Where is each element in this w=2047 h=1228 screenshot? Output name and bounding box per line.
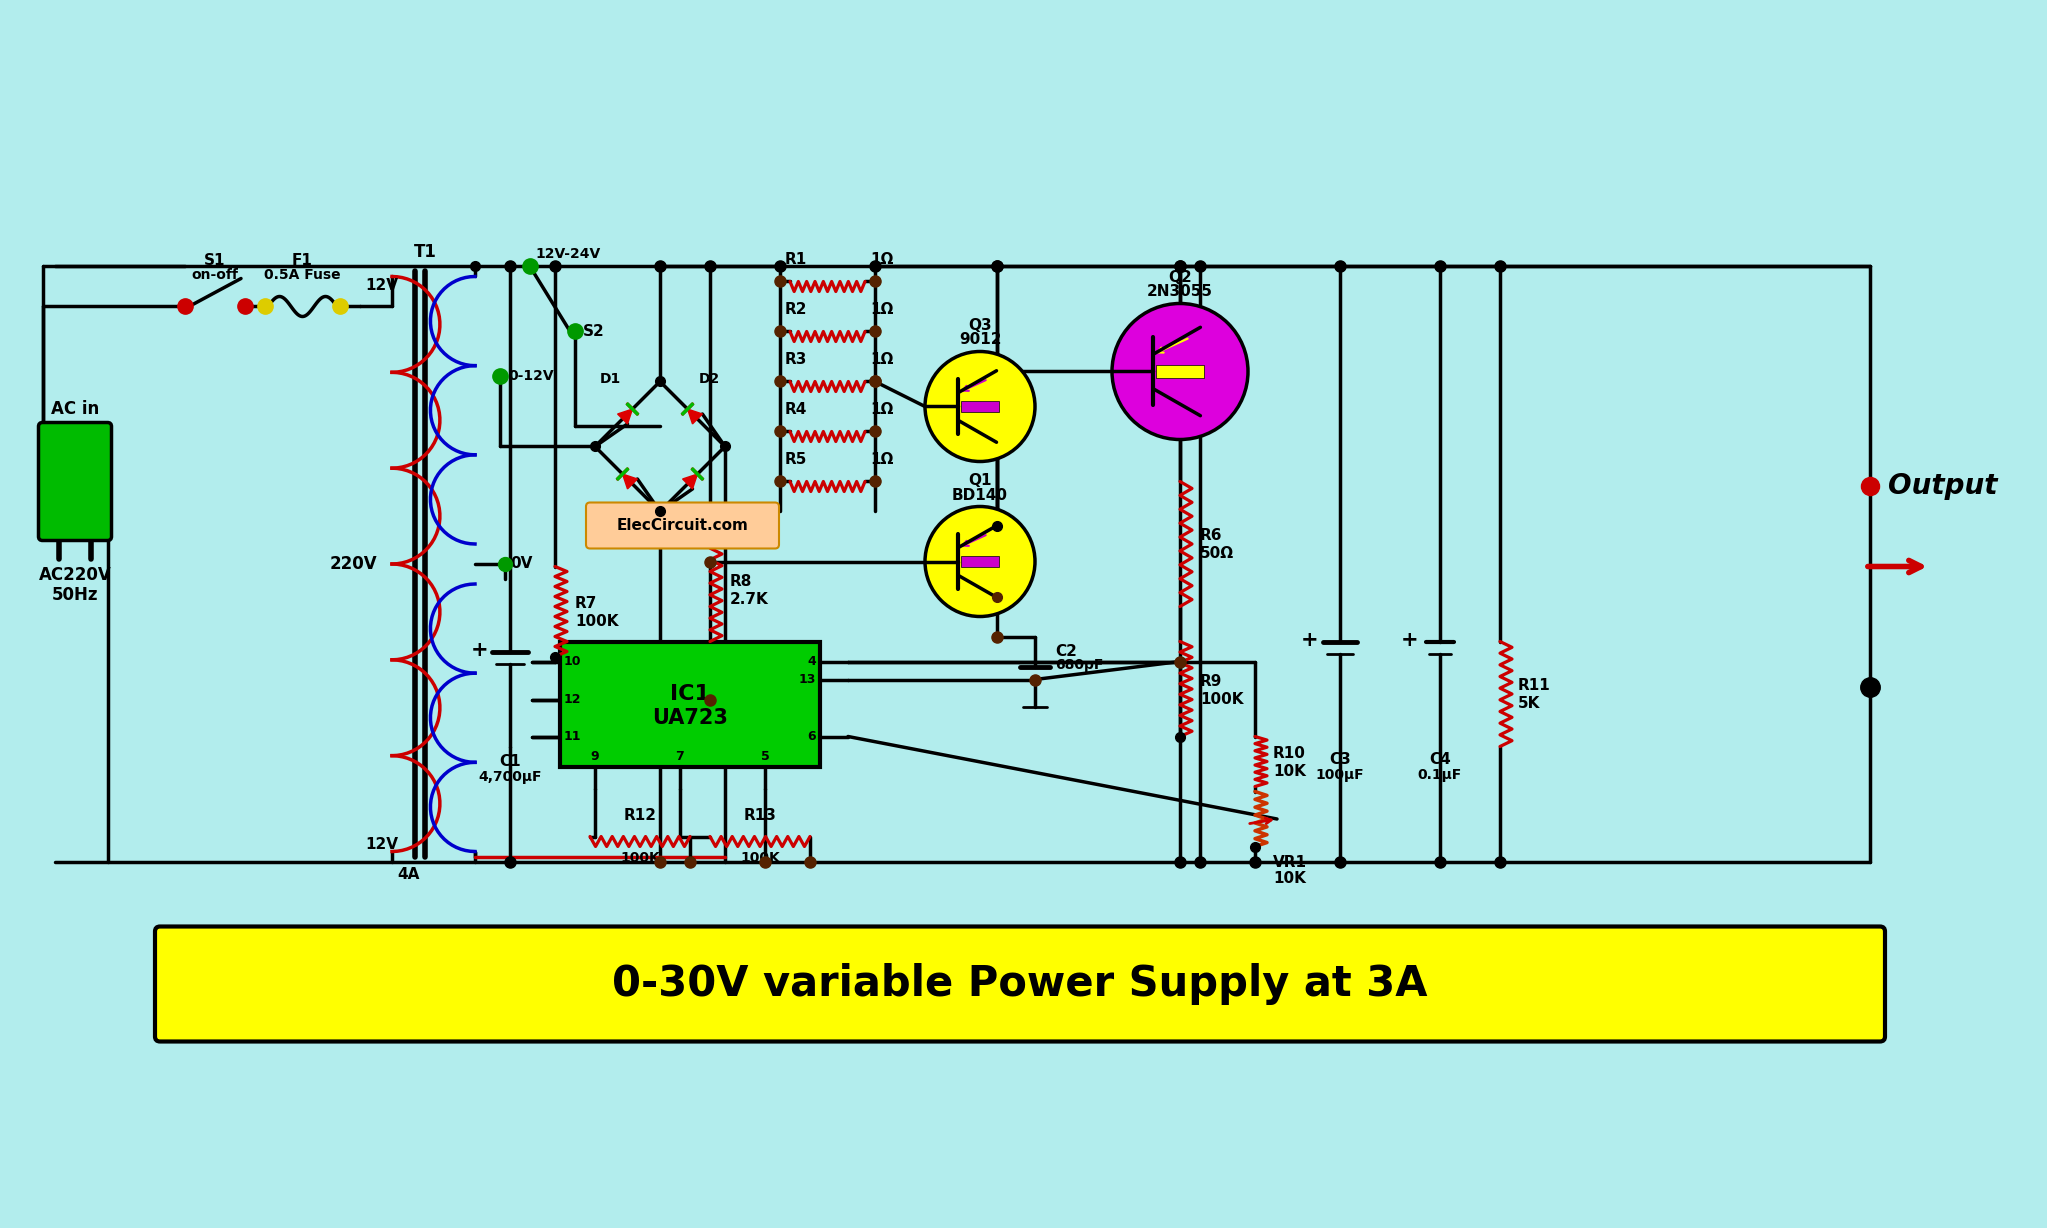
Text: 5K: 5K bbox=[1519, 696, 1541, 711]
Text: 100μF: 100μF bbox=[1316, 768, 1363, 781]
Text: UA723: UA723 bbox=[653, 709, 729, 728]
Text: BD140: BD140 bbox=[952, 488, 1007, 502]
Text: 100K: 100K bbox=[741, 851, 780, 865]
Text: 100K: 100K bbox=[575, 614, 618, 629]
Text: 0.5A Fuse: 0.5A Fuse bbox=[264, 269, 340, 282]
Text: R7: R7 bbox=[575, 596, 598, 612]
Text: 7: 7 bbox=[676, 749, 684, 763]
Circle shape bbox=[1112, 303, 1249, 440]
Polygon shape bbox=[622, 474, 637, 489]
Text: 12V: 12V bbox=[364, 836, 397, 851]
Text: R8: R8 bbox=[731, 573, 753, 588]
Text: ElecCircuit.com: ElecCircuit.com bbox=[616, 518, 749, 533]
Text: C3: C3 bbox=[1329, 752, 1351, 766]
Text: 1Ω: 1Ω bbox=[870, 352, 892, 367]
Text: 6: 6 bbox=[807, 729, 817, 743]
Text: R11: R11 bbox=[1519, 679, 1552, 694]
Text: 100K: 100K bbox=[620, 851, 659, 865]
Text: 1Ω: 1Ω bbox=[870, 302, 892, 318]
Text: 10K: 10K bbox=[1273, 871, 1306, 885]
Bar bbox=[960, 556, 999, 567]
Text: R12: R12 bbox=[624, 808, 657, 823]
Text: C4: C4 bbox=[1429, 752, 1451, 766]
Text: 11: 11 bbox=[565, 729, 581, 743]
Text: 680pF: 680pF bbox=[1054, 658, 1103, 673]
Text: 100K: 100K bbox=[1200, 691, 1243, 706]
Text: D2: D2 bbox=[698, 372, 721, 387]
Text: S1: S1 bbox=[205, 253, 225, 269]
Text: 5: 5 bbox=[761, 749, 770, 763]
Text: 50Hz: 50Hz bbox=[51, 587, 98, 604]
Text: R5: R5 bbox=[784, 452, 807, 468]
Text: Q3: Q3 bbox=[968, 318, 993, 334]
Text: 50Ω: 50Ω bbox=[1200, 546, 1234, 561]
Text: 4A: 4A bbox=[397, 867, 420, 882]
Text: 1Ω: 1Ω bbox=[870, 452, 892, 468]
Bar bbox=[960, 402, 999, 413]
Circle shape bbox=[925, 506, 1036, 616]
Text: 0.1μF: 0.1μF bbox=[1419, 768, 1462, 781]
Text: +: + bbox=[1400, 630, 1419, 650]
Text: 2.7K: 2.7K bbox=[731, 592, 770, 607]
Text: 9012: 9012 bbox=[958, 333, 1001, 348]
Text: 0-30V variable Power Supply at 3A: 0-30V variable Power Supply at 3A bbox=[612, 963, 1427, 1005]
Text: R13: R13 bbox=[743, 808, 776, 823]
Text: 4,700μF: 4,700μF bbox=[479, 770, 542, 785]
Text: IC1: IC1 bbox=[669, 684, 710, 704]
Circle shape bbox=[925, 351, 1036, 462]
Text: 4: 4 bbox=[807, 655, 817, 668]
Text: R1: R1 bbox=[784, 253, 807, 268]
Text: 12V: 12V bbox=[364, 279, 397, 293]
Text: 2N3055: 2N3055 bbox=[1146, 285, 1214, 300]
Text: R6: R6 bbox=[1200, 528, 1222, 544]
Text: 10K: 10K bbox=[1273, 764, 1306, 779]
Text: D1: D1 bbox=[600, 372, 620, 387]
Text: R10: R10 bbox=[1273, 745, 1306, 761]
Text: VR1: VR1 bbox=[1273, 855, 1306, 869]
Bar bbox=[1157, 365, 1204, 378]
Text: on-off: on-off bbox=[192, 269, 237, 282]
Text: Q2: Q2 bbox=[1169, 270, 1191, 285]
Polygon shape bbox=[688, 409, 702, 424]
Text: R4: R4 bbox=[784, 403, 807, 418]
Polygon shape bbox=[618, 409, 633, 424]
Text: +: + bbox=[471, 640, 487, 659]
Text: D4: D4 bbox=[600, 506, 620, 521]
Text: 9: 9 bbox=[592, 749, 600, 763]
Text: D3: D3 bbox=[698, 506, 721, 521]
Text: 12: 12 bbox=[565, 693, 581, 706]
Text: Output: Output bbox=[1887, 473, 1998, 501]
Text: 1Ω: 1Ω bbox=[870, 403, 892, 418]
Text: 220V: 220V bbox=[330, 555, 377, 573]
Text: R9: R9 bbox=[1200, 673, 1222, 689]
FancyBboxPatch shape bbox=[39, 422, 111, 540]
Text: C2: C2 bbox=[1054, 643, 1077, 658]
Text: 12V-24V: 12V-24V bbox=[534, 248, 600, 262]
Text: 1Ω: 1Ω bbox=[870, 253, 892, 268]
Text: 13: 13 bbox=[798, 673, 817, 686]
FancyBboxPatch shape bbox=[156, 926, 1885, 1041]
Text: T1: T1 bbox=[413, 243, 436, 262]
Text: AC220V: AC220V bbox=[39, 566, 111, 585]
Text: AC in: AC in bbox=[51, 400, 98, 419]
Text: S2: S2 bbox=[583, 324, 604, 339]
Bar bbox=[561, 641, 821, 766]
Text: R2: R2 bbox=[784, 302, 807, 318]
Text: F1: F1 bbox=[293, 253, 313, 269]
Text: 0-12V: 0-12V bbox=[508, 370, 553, 383]
FancyBboxPatch shape bbox=[585, 502, 780, 549]
Text: Q1: Q1 bbox=[968, 474, 991, 489]
Text: 0V: 0V bbox=[510, 556, 532, 571]
Text: C1: C1 bbox=[499, 754, 520, 770]
Text: R3: R3 bbox=[784, 352, 807, 367]
Text: 10: 10 bbox=[565, 655, 581, 668]
Polygon shape bbox=[682, 474, 698, 489]
Text: +: + bbox=[1300, 630, 1318, 650]
